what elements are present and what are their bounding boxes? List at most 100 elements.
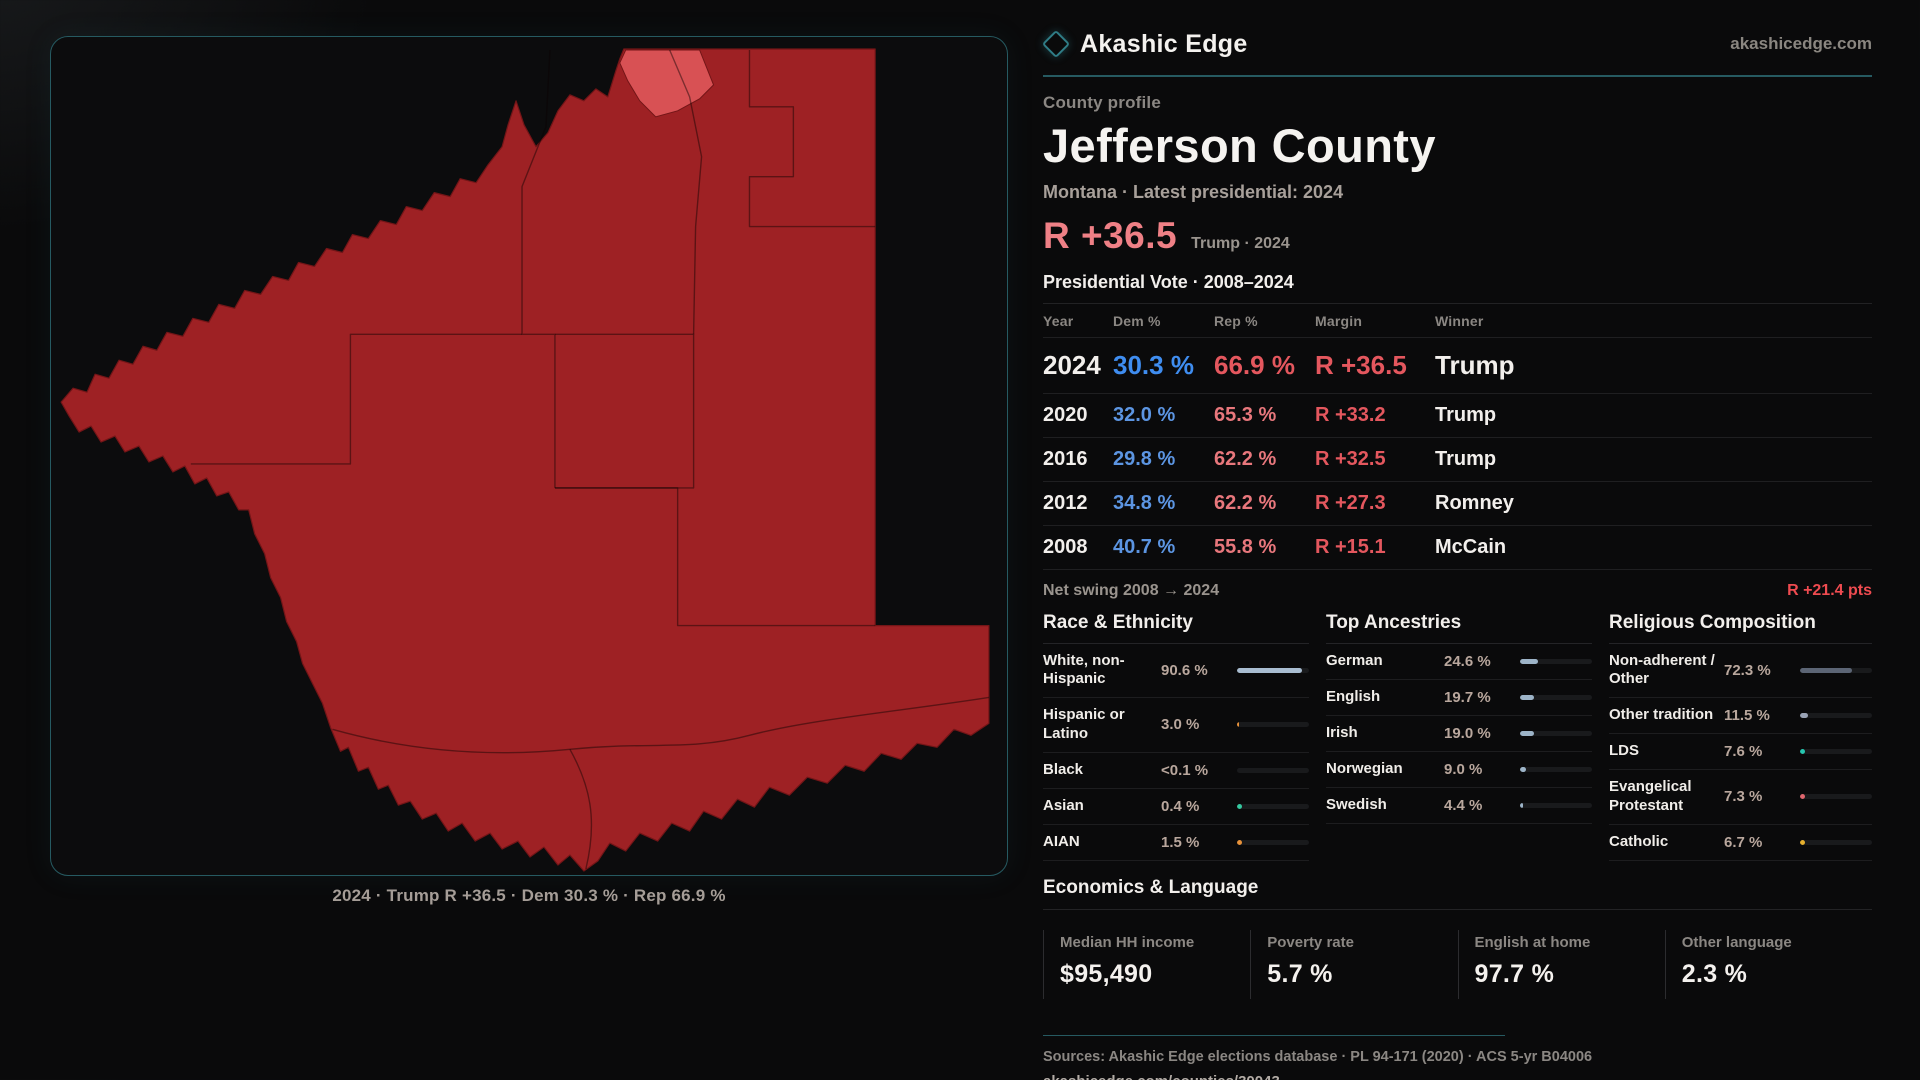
item-value: 19.0 % bbox=[1444, 724, 1491, 742]
list-item: Norwegian 9.0 % bbox=[1326, 752, 1592, 788]
race-rows: White, non-Hispanic 90.6 % Hispanic or Lat… bbox=[1043, 644, 1309, 861]
map-caption: 2024 · Trump R +36.5 · Dem 30.3 % · Rep … bbox=[332, 886, 726, 905]
bar-track bbox=[1237, 803, 1309, 809]
header-divider bbox=[1043, 75, 1872, 77]
bar-fill bbox=[1800, 839, 1805, 845]
precinct-boundaries bbox=[190, 49, 990, 870]
religion-rows: Non-adherent / Other 72.3 % Other traditio… bbox=[1609, 644, 1872, 861]
cell-rep: 66.9 % bbox=[1214, 349, 1295, 380]
net-swing-label: Net swing 2008 → 2024 bbox=[1043, 581, 1220, 599]
item-label: LDS bbox=[1609, 742, 1639, 760]
bar-fill bbox=[1520, 658, 1538, 664]
bar-fill bbox=[1800, 713, 1809, 718]
item-label: Catholic bbox=[1609, 832, 1669, 850]
bar-track bbox=[1800, 713, 1872, 718]
race-section: Race & Ethnicity White, non-Hispanic 90.6… bbox=[1043, 612, 1309, 861]
item-label: Irish bbox=[1326, 723, 1358, 741]
cell-year: 2024 bbox=[1043, 349, 1101, 380]
bar-fill bbox=[1520, 766, 1527, 772]
cell-winner: Trump bbox=[1435, 447, 1497, 470]
cell-rep: 55.8 % bbox=[1214, 535, 1277, 558]
item-label: Asian bbox=[1043, 796, 1084, 814]
cell-margin: R +32.5 bbox=[1315, 447, 1386, 470]
cell-dem: 29.8 % bbox=[1113, 447, 1176, 470]
bar-track bbox=[1237, 667, 1309, 673]
item-label: German bbox=[1326, 651, 1383, 669]
item-label: White, non-Hispanic bbox=[1043, 651, 1125, 688]
county-shape[interactable] bbox=[60, 48, 990, 872]
cell-dem: 30.3 % bbox=[1113, 349, 1194, 380]
cell-year: 2008 bbox=[1043, 535, 1088, 558]
item-label: Non-adherent / Other bbox=[1609, 651, 1715, 688]
col-rep: Rep % bbox=[1214, 312, 1258, 329]
stat-value: $95,490 bbox=[1060, 959, 1153, 988]
cell-rep: 62.2 % bbox=[1214, 447, 1277, 470]
bar-fill bbox=[1520, 802, 1524, 808]
bar-fill bbox=[1800, 794, 1806, 800]
item-value: 1.5 % bbox=[1161, 833, 1200, 851]
bar-fill bbox=[1237, 667, 1303, 673]
cell-dem: 34.8 % bbox=[1113, 491, 1176, 514]
bar-track bbox=[1800, 667, 1872, 673]
brand-name: Akashic Edge bbox=[1080, 29, 1248, 58]
list-item: Evangelical Protestant 7.3 % bbox=[1609, 770, 1872, 825]
list-item: Catholic 6.7 % bbox=[1609, 825, 1872, 861]
stat-card: Median HH income $95,490 bbox=[1043, 929, 1250, 999]
item-value: 3.0 % bbox=[1161, 716, 1200, 734]
cell-year: 2016 bbox=[1043, 447, 1088, 470]
bar-fill bbox=[1800, 749, 1806, 754]
item-value: 7.3 % bbox=[1724, 788, 1763, 806]
county-map bbox=[60, 48, 990, 872]
item-value: 7.6 % bbox=[1724, 743, 1763, 760]
item-label: Swedish bbox=[1326, 795, 1387, 813]
bar-track bbox=[1520, 658, 1592, 664]
item-value: 24.6 % bbox=[1444, 652, 1491, 670]
item-label: English bbox=[1326, 687, 1381, 705]
latest-margin: R +36.5 Trump · 2024 bbox=[1043, 215, 1872, 257]
cell-rep: 62.2 % bbox=[1214, 491, 1277, 514]
bar-track bbox=[1800, 794, 1872, 800]
footer-divider bbox=[1043, 1034, 1505, 1036]
item-value: 11.5 % bbox=[1724, 707, 1770, 724]
vote-table-title: Presidential Vote · 2008–2024 bbox=[1043, 272, 1872, 304]
list-item: Asian 0.4 % bbox=[1043, 789, 1309, 825]
bar-track bbox=[1800, 839, 1872, 845]
bar-fill bbox=[1520, 694, 1535, 700]
list-item: AIAN 1.5 % bbox=[1043, 825, 1309, 861]
vote-table: Year Dem % Rep % Margin Winner 2024 30.3 … bbox=[1043, 304, 1872, 570]
list-item: Swedish 4.4 % bbox=[1326, 788, 1592, 824]
item-value: 9.0 % bbox=[1444, 760, 1483, 778]
net-swing: Net swing 2008 → 2024 R +21.4 pts bbox=[1043, 570, 1872, 606]
list-item: Irish 19.0 % bbox=[1326, 716, 1592, 752]
item-label: Hispanic or Latino bbox=[1043, 706, 1125, 742]
list-item: Other tradition 11.5 % bbox=[1609, 698, 1872, 734]
county-precinct-light[interactable] bbox=[619, 49, 715, 118]
stat-label: English at home bbox=[1474, 933, 1591, 951]
vote-table-header: Year Dem % Rep % Margin Winner bbox=[1043, 304, 1872, 338]
stat-card: Poverty rate 5.7 % bbox=[1250, 929, 1457, 999]
stat-value: 2.3 % bbox=[1681, 959, 1748, 988]
stat-card: Other language 2.3 % bbox=[1664, 929, 1872, 999]
item-value: 90.6 % bbox=[1161, 661, 1208, 679]
cell-year: 2020 bbox=[1043, 403, 1088, 426]
margin-context: Trump · 2024 bbox=[1191, 234, 1290, 252]
net-swing-value: R +21.4 pts bbox=[1787, 581, 1872, 599]
item-value: 4.4 % bbox=[1444, 796, 1483, 814]
cell-margin: R +36.5 bbox=[1315, 349, 1407, 380]
brand-domain-link[interactable]: akashicedge.com bbox=[1730, 34, 1872, 53]
item-value: 0.4 % bbox=[1161, 797, 1200, 815]
bar-track bbox=[1520, 694, 1592, 700]
item-label: Other tradition bbox=[1609, 706, 1714, 724]
religion-section: Religious Composition Non-adherent / Oth… bbox=[1609, 612, 1872, 861]
brand: Akashic Edge bbox=[1041, 29, 1248, 59]
economics-stats: Median HH income $95,490 Poverty rate 5.7 %… bbox=[1043, 929, 1872, 999]
eyebrow: County profile bbox=[1043, 92, 1162, 112]
bar-track bbox=[1237, 722, 1309, 728]
vote-table-rows: 2024 30.3 % 66.9 % R +36.5 Trump 2020 32.0 % 65… bbox=[1043, 338, 1872, 570]
stat-value: 5.7 % bbox=[1267, 959, 1333, 988]
cell-winner: McCain bbox=[1435, 535, 1507, 558]
list-item: German 24.6 % bbox=[1326, 644, 1592, 680]
diamond-icon bbox=[1041, 29, 1071, 59]
col-margin: Margin bbox=[1315, 312, 1363, 329]
permalink[interactable]: akashicedge.com/counties/30043 bbox=[1043, 1073, 1280, 1080]
